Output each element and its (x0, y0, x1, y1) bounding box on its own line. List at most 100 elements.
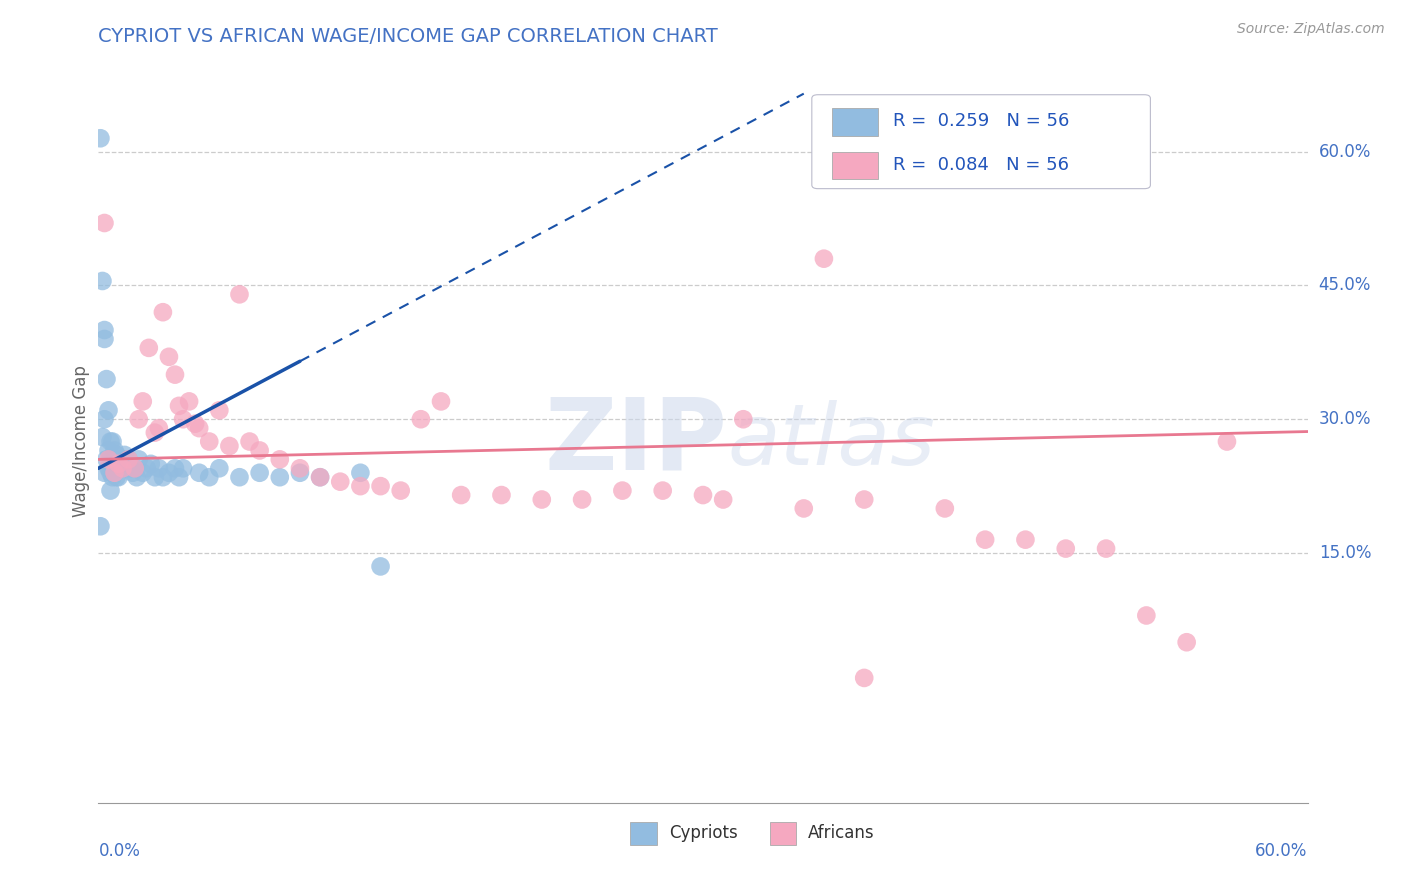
Point (974, 533, 997, 547)
Point (93, 412, 115, 426)
Point (100, 452, 122, 467)
Point (179, 394, 201, 409)
Point (167, 399, 190, 413)
Text: ZIP: ZIP (544, 393, 727, 490)
Point (198, 434, 221, 449)
Point (97, 443, 120, 458)
Point (103, 443, 125, 458)
Point (138, 341, 160, 355)
Point (853, 671, 876, 685)
Point (111, 461, 134, 475)
Text: R =  0.259   N = 56: R = 0.259 N = 56 (893, 112, 1069, 130)
Point (121, 466, 143, 480)
Point (711, 492, 734, 507)
Point (114, 448, 136, 462)
Point (163, 461, 186, 475)
Point (329, 475, 352, 489)
Point (100, 466, 122, 480)
Point (349, 479, 371, 493)
Point (249, 466, 271, 480)
Text: 60.0%: 60.0% (1319, 143, 1371, 161)
Point (793, 501, 815, 516)
Point (370, 559, 392, 574)
Point (101, 434, 124, 449)
Point (118, 452, 141, 467)
Point (97, 452, 120, 467)
Text: 0.0%: 0.0% (98, 842, 141, 860)
Text: Source: ZipAtlas.com: Source: ZipAtlas.com (1237, 22, 1385, 37)
Point (651, 483, 673, 498)
Y-axis label: Wage/Income Gap: Wage/Income Gap (72, 366, 90, 517)
Text: Africans: Africans (808, 824, 875, 842)
Point (93, 332, 115, 346)
Point (172, 461, 194, 475)
Point (1175, 635, 1198, 649)
Point (89, 519, 111, 533)
Point (152, 305, 174, 319)
Point (101, 470, 124, 484)
Point (163, 368, 186, 382)
Point (143, 425, 166, 440)
Point (1216, 434, 1239, 449)
Point (124, 461, 146, 475)
Point (853, 492, 876, 507)
Point (1014, 533, 1036, 547)
Point (139, 457, 162, 471)
Text: 45.0%: 45.0% (1319, 277, 1371, 294)
Point (152, 470, 174, 484)
Point (228, 470, 250, 484)
Point (132, 394, 155, 409)
Point (128, 412, 150, 426)
Bar (630, 822, 657, 845)
Point (97, 403, 120, 417)
Point (101, 457, 124, 471)
Point (157, 350, 180, 364)
Point (91, 430, 114, 444)
Point (148, 461, 170, 475)
Point (97, 461, 120, 475)
Point (218, 439, 240, 453)
Text: atlas: atlas (727, 400, 935, 483)
Point (120, 461, 142, 475)
Point (157, 466, 180, 480)
Point (288, 461, 311, 475)
Point (571, 492, 593, 507)
Point (107, 457, 129, 471)
Point (128, 452, 150, 467)
Point (132, 466, 155, 480)
Point (692, 488, 714, 502)
Point (91, 274, 114, 288)
Bar (832, 152, 879, 179)
Point (100, 483, 122, 498)
Point (100, 434, 122, 449)
Point (450, 488, 472, 502)
Point (269, 470, 291, 484)
FancyBboxPatch shape (811, 95, 1150, 189)
Point (89, 131, 111, 145)
Point (96, 452, 118, 467)
Point (93, 466, 115, 480)
Point (208, 461, 231, 475)
Point (309, 470, 332, 484)
Bar (832, 108, 879, 136)
Point (733, 412, 755, 426)
Point (135, 461, 157, 475)
Point (409, 412, 432, 426)
Point (105, 448, 128, 462)
Point (167, 470, 190, 484)
Point (612, 483, 634, 498)
Point (228, 287, 250, 301)
Point (103, 466, 125, 480)
Point (96, 372, 118, 386)
Text: 60.0%: 60.0% (1256, 842, 1308, 860)
Point (148, 421, 170, 435)
Point (172, 412, 194, 426)
Point (309, 470, 332, 484)
Point (208, 403, 231, 417)
Text: R =  0.084   N = 56: R = 0.084 N = 56 (893, 155, 1069, 174)
Point (491, 488, 513, 502)
Point (188, 466, 211, 480)
Point (430, 394, 453, 409)
Point (115, 461, 138, 475)
Point (249, 443, 271, 458)
